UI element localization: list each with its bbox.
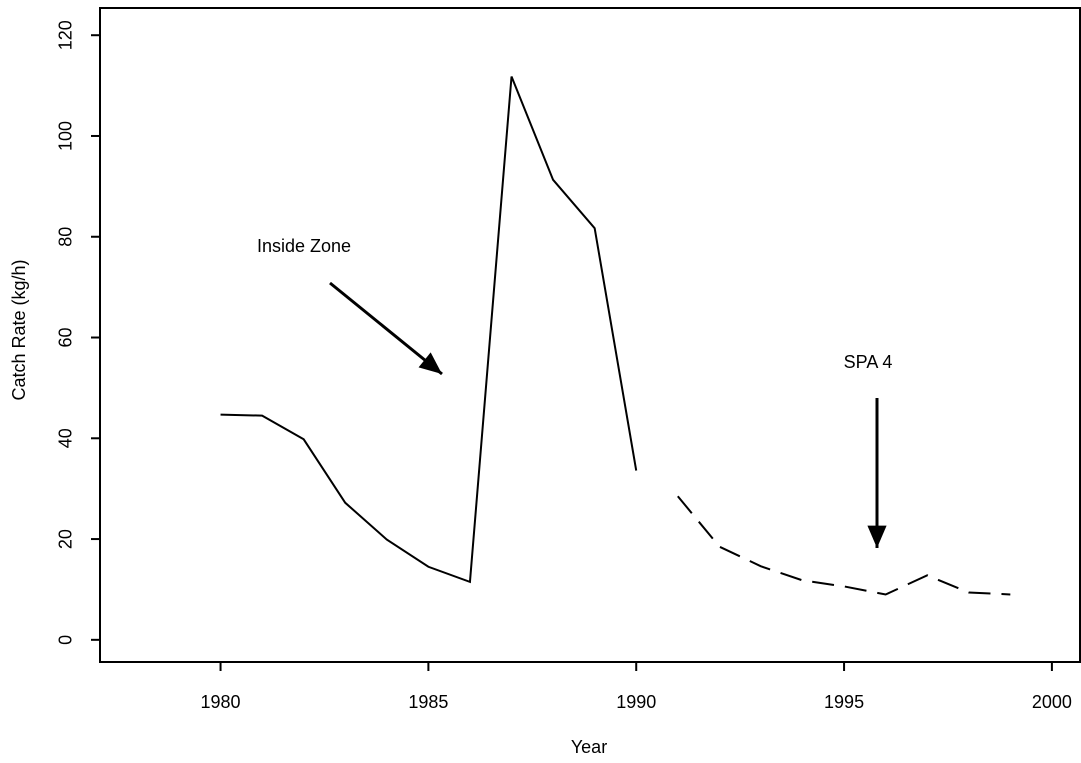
data-line [220, 76, 638, 584]
y-tick-label: 20 [56, 529, 76, 549]
x-tick-label: 1995 [824, 692, 864, 712]
y-tick-label: 60 [56, 328, 76, 348]
data-line [677, 495, 1011, 596]
y-axis-label: Catch Rate (kg/h) [9, 259, 29, 400]
annotation: Inside Zone [257, 236, 351, 256]
y-tick-label: 120 [56, 20, 76, 50]
y-tick-label: 80 [56, 227, 76, 247]
y-tick-label: 100 [56, 121, 76, 151]
x-tick-label: 2000 [1032, 692, 1072, 712]
x-tick-label: 1990 [616, 692, 656, 712]
x-axis-label: Year [571, 737, 607, 757]
x-tick-label: 1985 [408, 692, 448, 712]
plot-frame [99, 7, 1081, 663]
y-tick-label: 0 [56, 635, 76, 645]
y-tick-label: 40 [56, 428, 76, 448]
annotation-arrow [329, 281, 443, 376]
annotation: SPA 4 [844, 352, 893, 372]
x-tick-label: 1980 [201, 692, 241, 712]
